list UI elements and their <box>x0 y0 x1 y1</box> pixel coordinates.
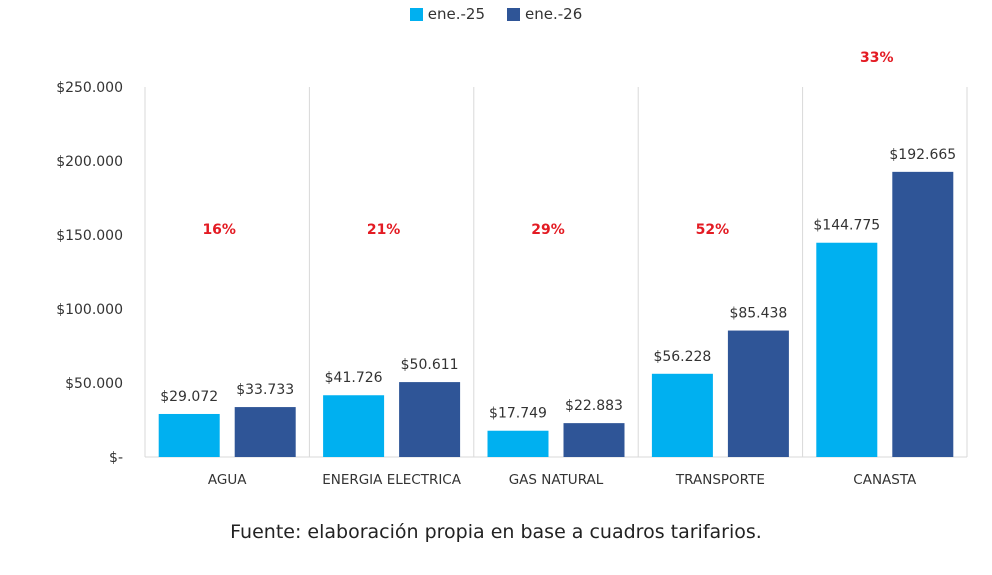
bar-ene26-1 <box>399 382 461 457</box>
data-label: $85.438 <box>729 306 787 322</box>
increase-label: 33% <box>860 50 894 66</box>
bar-ene26-0 <box>234 407 296 457</box>
y-tick-label: $50.000 <box>65 376 123 392</box>
increase-label: 21% <box>367 222 401 238</box>
legend-item-ene-26: ene.-26 <box>507 5 582 23</box>
increase-label: 16% <box>202 222 236 238</box>
data-label: $192.665 <box>889 147 956 163</box>
data-label: $29.072 <box>160 389 218 405</box>
x-tick-label: TRANSPORTE <box>675 472 765 488</box>
source-note: Fuente: elaboración propia en base a cua… <box>230 521 762 543</box>
bar-ene25-0 <box>158 413 220 457</box>
legend-label-ene-26: ene.-26 <box>525 5 583 23</box>
legend: ene.-25 ene.-26 <box>0 5 992 23</box>
bar-ene26-3 <box>727 330 789 457</box>
increase-label: 29% <box>531 222 565 238</box>
x-tick-label: AGUA <box>208 472 247 488</box>
bar-ene26-4 <box>892 171 954 457</box>
data-label: $17.749 <box>489 406 547 422</box>
legend-label-ene-25: ene.-25 <box>427 5 485 23</box>
data-label: $33.733 <box>236 382 294 398</box>
data-label: $22.883 <box>565 398 623 414</box>
y-tick-label: $150.000 <box>56 228 123 244</box>
legend-swatch-ene-26 <box>507 7 520 21</box>
legend-swatch-ene-25 <box>409 7 423 21</box>
y-tick-label: $200.000 <box>56 154 123 170</box>
bar-ene25-1 <box>323 395 385 457</box>
data-label: $144.775 <box>813 218 880 234</box>
y-tick-label: $250.000 <box>56 80 123 96</box>
bar-ene26-2 <box>563 423 625 457</box>
increase-label: 52% <box>696 222 730 238</box>
bar-ene25-3 <box>651 373 713 457</box>
x-tick-label: CANASTA <box>853 472 917 488</box>
bar-ene25-4 <box>816 242 878 457</box>
data-label: $50.611 <box>401 357 459 373</box>
y-tick-label: $100.000 <box>56 302 123 318</box>
y-tick-label: $- <box>109 450 123 466</box>
data-label: $41.726 <box>325 370 383 386</box>
data-label: $56.228 <box>653 349 711 365</box>
bar-ene25-2 <box>487 430 549 457</box>
x-tick-label: GAS NATURAL <box>509 472 604 488</box>
legend-item-ene-25: ene.-25 <box>409 5 485 23</box>
x-tick-label: ENERGIA ELECTRICA <box>322 472 462 488</box>
